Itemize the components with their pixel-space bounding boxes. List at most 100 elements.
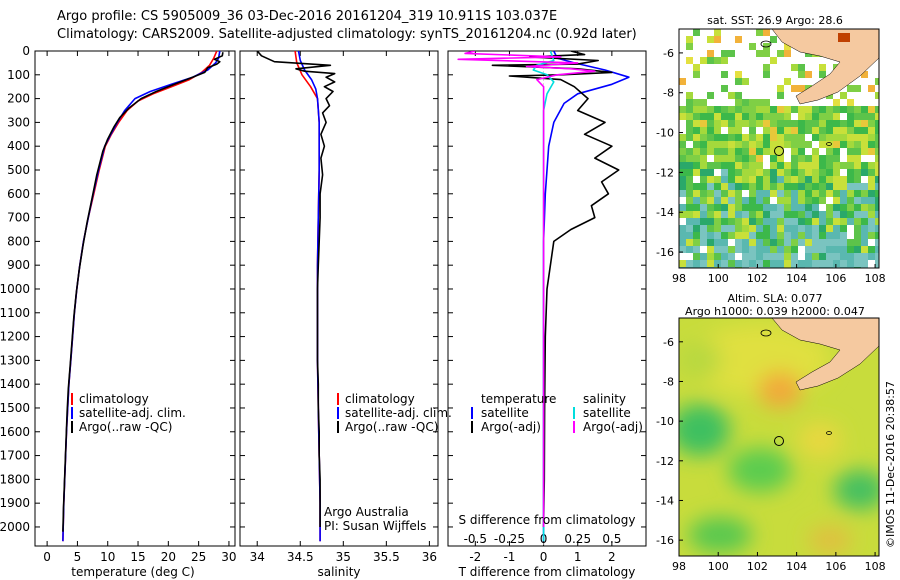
x-tick-label: 102	[747, 272, 768, 285]
sst-cell	[686, 232, 693, 239]
sst-cell	[693, 225, 700, 232]
sst-cell	[749, 99, 756, 106]
sst-cell	[686, 134, 693, 141]
sst-cell	[735, 232, 742, 239]
y-tick-label: 0	[22, 44, 30, 58]
sst-cell	[728, 260, 735, 267]
sst-cell	[735, 120, 742, 127]
y-tick-label: -16	[656, 246, 674, 259]
sst-cell	[805, 120, 812, 127]
sst-cell	[812, 176, 819, 183]
sst-cell	[686, 246, 693, 253]
sst-cell	[868, 176, 875, 183]
x-tick-label: 0	[540, 550, 548, 564]
sst-cell	[742, 78, 749, 85]
sst-cell	[854, 148, 861, 155]
sst-cell	[833, 253, 840, 260]
sst-cell	[861, 197, 868, 204]
sst-cell	[840, 225, 847, 232]
sst-cell	[721, 176, 728, 183]
axes-layer: 0 5 10 15 20 25 300100200300400500600700800900…	[0, 44, 646, 564]
sst-cell	[819, 113, 826, 120]
sst-cell	[763, 43, 770, 50]
x-tick-label: 0	[43, 550, 51, 564]
sla-map-frame	[678, 317, 880, 557]
sst-cell	[798, 225, 805, 232]
sst-cell	[798, 239, 805, 246]
sst-cell	[770, 239, 777, 246]
sst-cell	[861, 239, 868, 246]
sst-cell	[714, 148, 721, 155]
sst-cell	[868, 120, 875, 127]
sst-cell	[798, 169, 805, 176]
sst-cell	[714, 204, 721, 211]
sst-cell	[707, 127, 714, 134]
sst-cell	[798, 71, 805, 78]
argo-position-marker	[774, 436, 784, 446]
sst-cell	[812, 246, 819, 253]
sst-cell	[805, 197, 812, 204]
sst-cell	[777, 225, 784, 232]
sst-cell	[721, 218, 728, 225]
sst-cell	[777, 204, 784, 211]
y-tick-label: -6	[663, 47, 674, 60]
sst-cell	[847, 204, 854, 211]
sst-cell	[693, 246, 700, 253]
sst-cell	[707, 50, 714, 57]
sst-cell	[798, 127, 805, 134]
sst-cell	[840, 204, 847, 211]
sst-cell	[819, 232, 826, 239]
sst-cell	[868, 134, 875, 141]
sst-cell	[791, 190, 798, 197]
sst-cell	[777, 141, 784, 148]
sst-cell	[763, 106, 770, 113]
sst-cell	[721, 253, 728, 260]
sst-cell	[770, 127, 777, 134]
sst-cell	[728, 155, 735, 162]
y-tick-label: -10	[656, 415, 674, 428]
sst-cell	[805, 239, 812, 246]
legend-label-satellite: satellite-adj. clim.	[345, 406, 452, 420]
sst-cell	[812, 239, 819, 246]
sst-cell	[819, 225, 826, 232]
y-tick-label: 900	[7, 258, 30, 272]
series-group	[62, 51, 224, 542]
sst-cell	[707, 141, 714, 148]
sst-cell	[693, 127, 700, 134]
sst-cell	[679, 239, 686, 246]
sst-cell	[833, 148, 840, 155]
series-line	[542, 51, 630, 542]
sst-cell	[791, 64, 798, 71]
sst-cell	[679, 260, 686, 267]
y-tick-label: 300	[7, 115, 30, 129]
sst-cell	[770, 36, 777, 43]
sst-cell	[819, 211, 826, 218]
sst-cell	[798, 134, 805, 141]
sst-cell	[700, 141, 707, 148]
sst-cell	[798, 204, 805, 211]
sst-cell	[833, 134, 840, 141]
sst-cell	[749, 113, 756, 120]
sst-cell	[777, 106, 784, 113]
y-tick-label: 400	[7, 139, 30, 153]
sst-cell	[819, 141, 826, 148]
sst-cell	[742, 141, 749, 148]
sst-cell	[847, 197, 854, 204]
sst-cell	[742, 113, 749, 120]
sst-cell	[847, 120, 854, 127]
sst-cell	[868, 211, 875, 218]
y-tick-label: 1100	[0, 306, 30, 320]
y-tick-label: -12	[656, 455, 674, 468]
sst-cell	[679, 148, 686, 155]
sst-cell	[798, 218, 805, 225]
sst-cell	[749, 197, 756, 204]
sst-cell	[784, 246, 791, 253]
temperature-panel	[34, 50, 236, 547]
sst-cell	[756, 176, 763, 183]
sst-cell	[875, 190, 879, 197]
sst-cell	[693, 134, 700, 141]
sst-cell	[707, 253, 714, 260]
sst-cell	[826, 155, 833, 162]
sst-cell	[854, 218, 861, 225]
